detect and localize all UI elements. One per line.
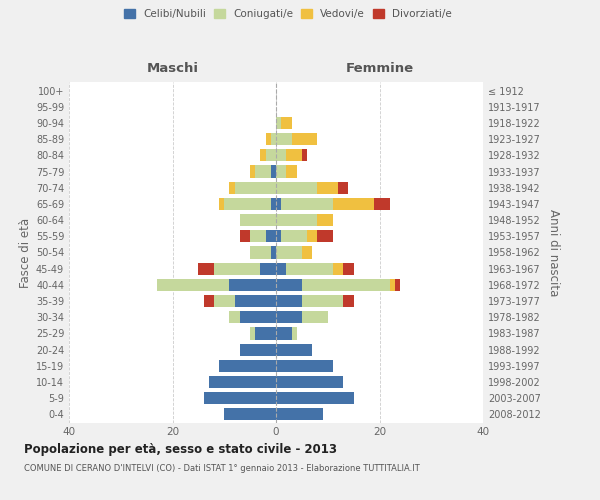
Bar (292, 133, 317, 145)
Bar (333, 262, 343, 275)
Bar (229, 311, 240, 324)
Bar (276, 360, 333, 372)
Bar (240, 344, 276, 355)
Bar (250, 246, 271, 258)
Bar (338, 182, 349, 194)
Text: Femmine: Femmine (346, 62, 413, 75)
Bar (235, 295, 276, 307)
Bar (256, 166, 271, 177)
Bar (276, 328, 292, 340)
Bar (203, 295, 214, 307)
Bar (276, 198, 281, 210)
Bar (209, 376, 276, 388)
Bar (276, 295, 302, 307)
Bar (281, 198, 333, 210)
Y-axis label: Anni di nascita: Anni di nascita (547, 209, 560, 296)
Bar (302, 295, 343, 307)
Bar (343, 262, 353, 275)
Text: COMUNE DI CERANO D'INTELVI (CO) - Dati ISTAT 1° gennaio 2013 - Elaborazione TUTT: COMUNE DI CERANO D'INTELVI (CO) - Dati I… (24, 464, 420, 473)
Bar (271, 133, 276, 145)
Bar (276, 117, 281, 129)
Bar (224, 198, 271, 210)
Bar (203, 392, 276, 404)
Bar (276, 133, 292, 145)
Bar (229, 182, 235, 194)
Bar (256, 328, 276, 340)
Bar (240, 311, 276, 324)
Bar (250, 166, 256, 177)
Bar (224, 408, 276, 420)
Bar (276, 311, 302, 324)
Bar (219, 198, 224, 210)
Bar (276, 392, 353, 404)
Bar (271, 166, 276, 177)
Bar (240, 214, 276, 226)
Bar (214, 262, 260, 275)
Y-axis label: Fasce di età: Fasce di età (19, 218, 32, 288)
Bar (343, 295, 353, 307)
Bar (302, 246, 312, 258)
Bar (229, 279, 276, 291)
Bar (395, 279, 400, 291)
Bar (276, 262, 286, 275)
Bar (276, 182, 317, 194)
Bar (333, 198, 374, 210)
Bar (276, 214, 317, 226)
Bar (199, 262, 214, 275)
Bar (286, 166, 297, 177)
Bar (266, 150, 276, 162)
Bar (302, 311, 328, 324)
Bar (271, 198, 276, 210)
Bar (317, 214, 333, 226)
Bar (276, 408, 323, 420)
Bar (157, 279, 229, 291)
Text: Popolazione per età, sesso e stato civile - 2013: Popolazione per età, sesso e stato civil… (24, 442, 337, 456)
Text: Maschi: Maschi (146, 62, 199, 75)
Bar (260, 150, 266, 162)
Bar (292, 328, 296, 340)
Bar (302, 150, 307, 162)
Bar (317, 182, 338, 194)
Bar (307, 230, 317, 242)
Bar (302, 279, 390, 291)
Bar (271, 246, 276, 258)
Bar (266, 133, 271, 145)
Bar (276, 246, 302, 258)
Bar (276, 344, 312, 355)
Legend: Celibi/Nubili, Coniugati/e, Vedovi/e, Divorziati/e: Celibi/Nubili, Coniugati/e, Vedovi/e, Di… (120, 5, 456, 24)
Bar (214, 295, 235, 307)
Bar (374, 198, 390, 210)
Bar (219, 360, 276, 372)
Bar (276, 230, 281, 242)
Bar (317, 230, 333, 242)
Bar (250, 328, 256, 340)
Bar (260, 262, 276, 275)
Bar (250, 230, 266, 242)
Bar (281, 117, 292, 129)
Bar (276, 279, 302, 291)
Bar (235, 182, 276, 194)
Bar (276, 150, 286, 162)
Bar (281, 230, 307, 242)
Bar (286, 150, 302, 162)
Bar (240, 230, 250, 242)
Bar (266, 230, 276, 242)
Bar (390, 279, 395, 291)
Bar (276, 376, 343, 388)
Bar (286, 262, 333, 275)
Bar (276, 166, 286, 177)
